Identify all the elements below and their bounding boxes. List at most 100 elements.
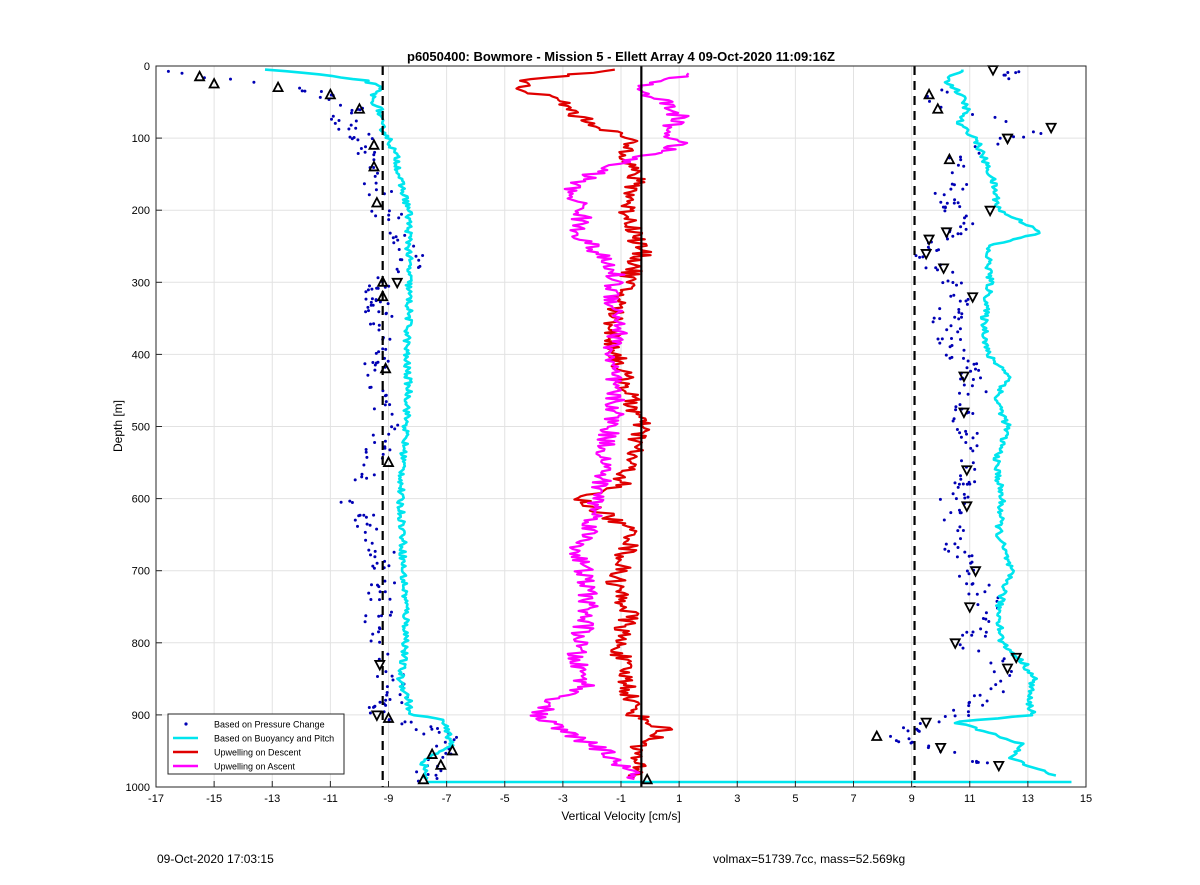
- pressure-dot: [952, 708, 956, 712]
- x-tick-label: 13: [1022, 793, 1034, 805]
- triangle-down-marker: [934, 742, 947, 755]
- pressure-dot: [375, 561, 379, 565]
- pressure-dot: [962, 492, 966, 496]
- triangle-up-marker: [324, 87, 337, 100]
- pressure-dot: [962, 383, 966, 387]
- pressure-dot: [392, 550, 396, 554]
- triangle-down-marker: [373, 660, 386, 672]
- pressure-dot: [926, 245, 930, 249]
- pressure-dot: [369, 322, 372, 326]
- pressure-dot: [350, 111, 353, 115]
- pressure-dot: [956, 546, 960, 549]
- pressure-dot: [965, 366, 969, 370]
- pressure-dot: [377, 626, 381, 630]
- pressure-dot: [330, 117, 333, 121]
- pressure-dot: [367, 706, 371, 709]
- pressure-dot: [992, 670, 996, 674]
- pressure-dot: [965, 482, 969, 486]
- pressure-dot: [414, 728, 418, 732]
- pressure-dot: [963, 496, 967, 500]
- pressure-dot: [945, 90, 949, 94]
- pressure-dot: [977, 368, 981, 372]
- pressure-dot: [396, 270, 400, 274]
- pressure-dot: [984, 630, 988, 634]
- pressure-dot: [969, 561, 973, 565]
- pressure-dot: [378, 700, 382, 704]
- x-tick-label: -7: [442, 793, 452, 805]
- pressure-dot: [977, 649, 981, 653]
- pressure-dot: [369, 385, 373, 389]
- pressure-dot: [959, 158, 963, 162]
- pressure-dot: [395, 267, 399, 271]
- pressure-dot: [368, 523, 372, 527]
- pressure-dot: [383, 403, 387, 407]
- legend-swatch-dot: [184, 722, 188, 726]
- pressure-dot: [928, 99, 931, 103]
- pressure-dot: [439, 769, 443, 773]
- pressure-dot: [959, 474, 962, 478]
- pressure-dot: [377, 630, 380, 634]
- pressure-dot: [932, 316, 936, 320]
- x-tick-label: -13: [264, 793, 280, 805]
- pressure-dot: [348, 499, 352, 503]
- pressure-dot: [369, 598, 373, 601]
- triangle-down-marker: [1001, 133, 1014, 146]
- pressure-dot: [977, 151, 981, 155]
- pressure-dot: [359, 147, 363, 150]
- pressure-dot: [979, 376, 982, 380]
- pressure-dot: [370, 583, 373, 587]
- pressure-dot: [333, 121, 337, 125]
- pressure-dot: [377, 657, 381, 661]
- y-axis-ticks: 0 100 200 300 400 500 600 700 800 900 1000: [126, 61, 162, 794]
- pressure-dot: [386, 302, 390, 306]
- pressure-dot: [949, 324, 953, 328]
- pressure-dot: [366, 288, 370, 292]
- triangle-up-marker: [931, 102, 944, 114]
- pressure-dot: [370, 541, 374, 545]
- pressure-dot: [417, 258, 421, 262]
- pressure-dot: [373, 549, 377, 553]
- pressure-dot: [975, 362, 979, 366]
- pressure-dot: [959, 435, 963, 439]
- pressure-dot: [958, 391, 961, 395]
- pressure-dot: [354, 119, 358, 123]
- pressure-dot: [364, 310, 368, 314]
- pressure-dot: [989, 661, 993, 665]
- triangle-up-marker: [446, 744, 459, 756]
- pressure-dot: [950, 337, 953, 340]
- pressure-dot: [354, 126, 358, 130]
- pressure-dot: [384, 400, 388, 404]
- x-tick-label: -3: [558, 793, 568, 805]
- pressure-dot: [377, 328, 381, 332]
- pressure-dot: [963, 216, 966, 220]
- pressure-dot: [966, 359, 970, 363]
- pressure-dot: [956, 232, 960, 236]
- pressure-dot: [993, 115, 997, 119]
- pressure-dot: [949, 187, 953, 191]
- pressure-dot: [938, 307, 942, 311]
- x-tick-label: 7: [850, 793, 856, 805]
- pressure-dot: [965, 183, 969, 186]
- pressure-dot: [384, 698, 388, 702]
- pressure-dot: [1004, 120, 1008, 123]
- pressure-dot: [356, 524, 359, 528]
- x-axis-ticks: -17 -15 -13 -11 -9 -7 -5 -3 -1 1 3 5 7 9 11 13 15: [148, 781, 1092, 805]
- pressure-dot: [421, 254, 425, 257]
- pressure-dot: [976, 603, 980, 607]
- pressure-dot: [958, 643, 962, 647]
- pressure-dot: [360, 475, 364, 479]
- pressure-dot: [953, 542, 957, 546]
- pressure-dot: [357, 514, 361, 518]
- y-tick-label: 100: [132, 133, 150, 145]
- pressure-dot: [958, 327, 962, 331]
- pressure-dot: [965, 630, 969, 634]
- pressure-dot: [370, 297, 374, 301]
- pressure-dot: [372, 153, 376, 157]
- pressure-dot: [383, 445, 387, 449]
- pressure-dot: [971, 582, 975, 586]
- pressure-dot: [376, 360, 380, 364]
- pressure-dot: [381, 347, 385, 351]
- pressure-dot: [953, 750, 957, 754]
- footer-timestamp: 09-Oct-2020 17:03:15: [157, 852, 274, 866]
- pressure-dot: [385, 685, 389, 689]
